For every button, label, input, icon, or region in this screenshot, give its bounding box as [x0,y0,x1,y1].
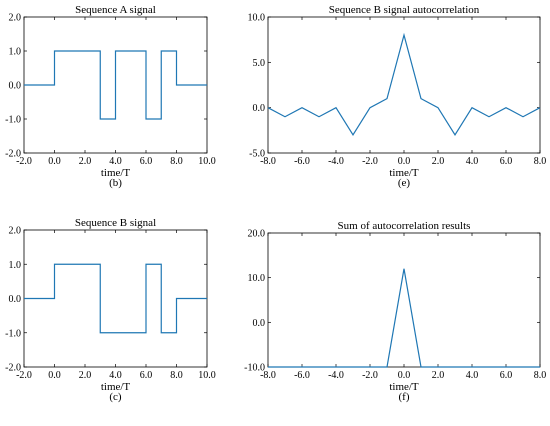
x-tick-label: -8.0 [260,370,276,381]
x-axis-label: time/T [389,167,419,179]
x-tick-label: 8.0 [170,156,183,167]
x-tick-label: -4.0 [328,156,344,167]
x-tick-label: 6.0 [500,370,513,381]
series-line [267,32,541,137]
x-tick-label: 6.0 [140,370,153,381]
x-tick-label: 10.0 [198,156,216,167]
x-tick-label: 10.0 [198,370,216,381]
x-axis-label: time/T [101,167,131,179]
y-tick-label: -2.0 [5,149,21,160]
x-tick-label: 0.0 [48,156,61,167]
y-tick-label: 0.0 [253,103,266,114]
y-tick-label: 1.0 [9,47,22,58]
x-tick-label: -2.0 [16,370,32,381]
y-tick-label: 10.0 [248,13,266,24]
y-tick-label: 5.0 [253,58,266,69]
panel-letter: (c) [109,391,122,403]
x-tick-label: -4.0 [328,370,344,381]
x-tick-label: 8.0 [534,370,547,381]
x-tick-label: 8.0 [534,156,547,167]
y-tick-label: 1.0 [9,260,22,271]
y-tick-label: 2.0 [9,226,22,237]
x-tick-label: -6.0 [294,156,310,167]
x-tick-label: 0.0 [398,370,411,381]
y-tick-label: -2.0 [5,363,21,374]
x-tick-label: 2.0 [79,156,92,167]
chart-panel-b: -2.0 0.0 2.0 4.0 6.0 8.0 10.0 -2.0 -1.0 0.0 1.0 2.0… [5,4,216,189]
x-tick-label: 6.0 [140,156,153,167]
x-tick-label: 2.0 [432,156,445,167]
x-tick-label: 4.0 [466,156,479,167]
x-tick-label: 6.0 [500,156,513,167]
chart-panel-c: -2.0 0.0 2.0 4.0 6.0 8.0 10.0 -2.0 -1.0 0.0 1.0 2.0… [5,217,216,403]
x-tick-label: -8.0 [260,156,276,167]
y-tick-label: -10.0 [244,363,265,374]
plot-frame [267,232,541,368]
chart-panel-f: -8.0 -6.0 -4.0 -2.0 0.0 2.0 4.0 6.0 8.0 -10.0 0.0 1… [244,220,546,403]
panel-letter: (e) [398,177,411,189]
x-tick-label: -6.0 [294,370,310,381]
y-tick-label: -1.0 [5,115,21,126]
y-tick-label: 20.0 [248,229,266,240]
x-tick-label: -2.0 [362,156,378,167]
series-line [24,50,207,120]
x-tick-label: 0.0 [48,370,61,381]
x-tick-label: -2.0 [362,370,378,381]
chart-title: Sum of autocorrelation results [338,220,471,232]
y-tick-label: -5.0 [249,149,265,160]
panel-letter: (b) [109,177,122,189]
x-tick-label: 2.0 [79,370,92,381]
y-tick-label: 0.0 [9,294,22,305]
y-tick-label: 2.0 [9,13,22,24]
x-axis-label: time/T [101,381,131,393]
x-tick-label: 8.0 [170,370,183,381]
y-tick-label: -1.0 [5,328,21,339]
x-axis-label: time/T [389,381,419,393]
x-tick-label: 0.0 [398,156,411,167]
panel-letter: (f) [399,391,410,403]
y-tick-label: 0.0 [253,318,266,329]
x-tick-label: 4.0 [109,370,122,381]
series-line [268,268,540,368]
chart-title: Sequence A signal [75,4,156,16]
chart-title: Sequence B signal [75,217,156,229]
x-tick-label: 2.0 [432,370,445,381]
series-line [24,263,207,334]
chart-panel-e: -8.0 -6.0 -4.0 -2.0 0.0 2.0 4.0 6.0 8.0 -5.0 0.0 5.… [248,4,547,189]
chart-title: Sequence B signal autocorrelation [329,4,480,16]
x-tick-label: -2.0 [16,156,32,167]
y-tick-label: 10.0 [248,273,266,284]
x-tick-label: 4.0 [466,370,479,381]
x-tick-label: 4.0 [109,156,122,167]
y-tick-label: 0.0 [9,81,22,92]
